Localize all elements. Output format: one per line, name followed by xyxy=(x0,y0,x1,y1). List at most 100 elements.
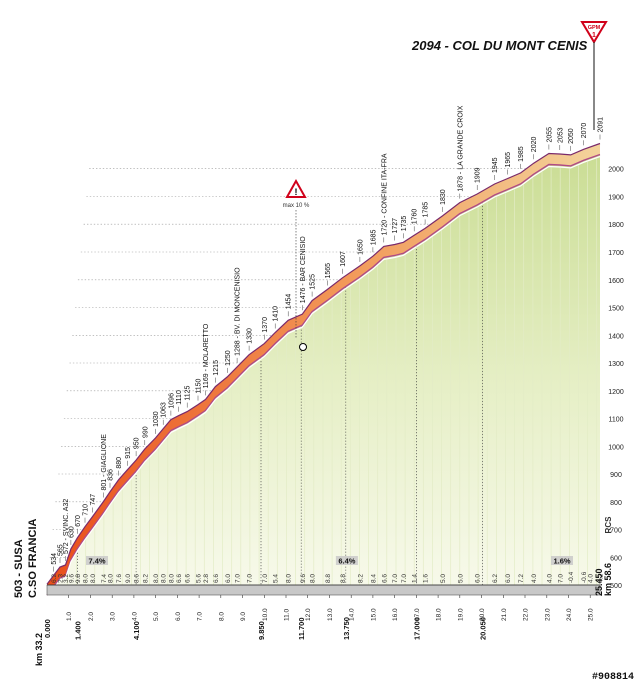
gradient-label: 1.4 xyxy=(412,574,419,583)
km-tick-label: 4.0 xyxy=(131,612,138,621)
finish-km: km 58.6 xyxy=(603,563,613,596)
svg-text:!: ! xyxy=(295,187,298,197)
gradient-label: 8.0 xyxy=(153,574,160,583)
y-tick-label: 1300 xyxy=(608,361,624,368)
y-tick-label: 1600 xyxy=(608,278,624,285)
waypoint-label: 1607 xyxy=(340,251,347,267)
gradient-label: 6.6 xyxy=(185,574,192,583)
max-gradient-point xyxy=(299,343,307,351)
km-label: 20.050 xyxy=(479,617,488,640)
gradient-label: 7.0 xyxy=(392,574,399,583)
gradient-label: 4.0 xyxy=(588,574,595,583)
start-street: C.SO FRANCIA xyxy=(27,519,39,599)
road-highlight xyxy=(46,155,601,598)
gradient-label: 5.0 xyxy=(457,574,464,583)
gradient-label: 1.6 xyxy=(423,574,430,583)
waypoint-label: 1565 xyxy=(325,263,332,279)
gradient-label: 7.0 xyxy=(262,574,269,583)
waypoint-droplines xyxy=(77,202,484,585)
gradient-label: 5.4 xyxy=(273,574,280,583)
km-tick-label: 10.0 xyxy=(262,608,269,621)
waypoint-label: 1945 xyxy=(492,157,499,173)
waypoint-label: 1110 xyxy=(176,390,183,405)
km-tick-label: 17.0 xyxy=(414,608,421,621)
waypoint-label: 880 xyxy=(116,457,123,469)
gradient-label: 6.6 xyxy=(213,574,220,583)
waypoint-label: 1150 xyxy=(196,378,203,393)
gradient-label: 8.8 xyxy=(325,574,332,583)
gradient-label: 9.6 xyxy=(300,574,307,583)
gradient-label: -0.6 xyxy=(581,571,588,583)
km-tick-label: 11.0 xyxy=(284,608,291,621)
gradient-labels: 6.2 2.33.29.6 9.8 8.0 8.0 7.4 8.0 7.6 9.0 8.6 8.2 8… xyxy=(51,571,605,583)
gradient-label: 6.0 xyxy=(475,574,482,583)
gradient-label: 6.6 xyxy=(381,574,388,583)
gradient-label: -0.4 xyxy=(568,571,575,583)
waypoint-label: 1030 xyxy=(153,411,160,427)
km-tick-label: 3.0 xyxy=(110,612,117,621)
gradient-label: 8.0 xyxy=(168,574,175,583)
waypoint-label: 565 xyxy=(58,544,65,556)
waypoint-label: 950 xyxy=(134,437,141,449)
km-tick-label: 1.0 xyxy=(66,612,73,621)
y-tick-label: 600 xyxy=(610,555,622,562)
y-tick-label: 800 xyxy=(610,500,622,507)
distance-base-strip xyxy=(46,584,601,596)
waypoint-label: 1096 xyxy=(168,393,175,409)
gradient-label: 8.0 xyxy=(161,574,168,583)
km-tick-label: 18.0 xyxy=(436,608,443,621)
waypoint-label: 1785 xyxy=(423,202,430,218)
profile-road-band xyxy=(46,142,601,598)
gradient-label: 9.0 xyxy=(125,574,132,583)
base-strip xyxy=(46,584,601,596)
waypoint-label: 801 - GIAGLIONE xyxy=(101,434,108,491)
waypoint-label: 747 xyxy=(90,494,97,506)
gpm-badge-category: 1 xyxy=(592,32,596,39)
gradient-label: 8.6 xyxy=(134,574,141,583)
gradient-label: 6.2 xyxy=(51,574,58,583)
waypoint-label: 2053 xyxy=(557,127,564,143)
km-tick-label: 21.0 xyxy=(501,608,508,621)
gradient-label: 2.8 xyxy=(203,574,210,583)
km-tick-label: 5.0 xyxy=(153,612,160,621)
waypoint-label: 670 xyxy=(75,515,82,527)
gradient-label: 8.8 xyxy=(340,574,347,583)
gradient-label: 5.0 xyxy=(440,574,447,583)
waypoint-label: 915 xyxy=(125,447,132,459)
gradient-label: 7.2 xyxy=(518,574,525,583)
waypoint-label: 1454 xyxy=(286,294,293,310)
y-tick-label: 1200 xyxy=(608,389,624,396)
gradient-label: 9.6 xyxy=(68,574,75,583)
y-tick-label: 1000 xyxy=(608,444,624,451)
waypoint-label: 1370 xyxy=(262,317,269,333)
gradient-label: 4.0 xyxy=(546,574,553,583)
waypoint-label: 630 xyxy=(68,526,75,538)
road-top-edge xyxy=(46,142,601,585)
gradient-label: 8.0 xyxy=(83,574,90,583)
km-label: 13.750 xyxy=(342,617,351,640)
elevation-axis: 500 600 700 800 900 1000 1100 1200 1300 1400 1500 1… xyxy=(608,167,624,590)
start-km: km 33.2 xyxy=(34,633,44,666)
gradient-label: 4.0 xyxy=(531,574,538,583)
waypoint-label: 2070 xyxy=(581,123,588,139)
image-watermark: #908814 xyxy=(592,672,634,683)
km-label: 11.700 xyxy=(297,617,306,640)
y-tick-label: 1400 xyxy=(608,333,624,340)
y-tick-label: 1500 xyxy=(608,306,624,313)
km-tick-label: 9.0 xyxy=(240,612,247,621)
km-tick-label: 7.0 xyxy=(197,612,204,621)
gradient-label: 3.2 xyxy=(63,574,70,583)
waypoint-label: 1735 xyxy=(401,216,408,232)
y-tick-label: 500 xyxy=(610,583,622,590)
summit-marker: 2094 - COL DU MONT CENIS GPM 1 xyxy=(411,21,608,130)
km-tick-label: 24.0 xyxy=(566,608,573,621)
avg-gradient-bg xyxy=(335,556,358,565)
gpm-badge-label: GPM xyxy=(588,25,601,31)
gradient-label: 8.2 xyxy=(142,574,149,583)
km-label: 4.100 xyxy=(132,621,141,640)
gradient-label: 6.0 xyxy=(225,574,232,583)
gradient-label: 8.0 xyxy=(286,574,293,583)
gradient-label: 8.0 xyxy=(90,574,97,583)
start-location: 503 - SUSA xyxy=(13,539,25,598)
waypoint-label: 1288 - BV. DI MONCENISIO xyxy=(235,267,242,356)
